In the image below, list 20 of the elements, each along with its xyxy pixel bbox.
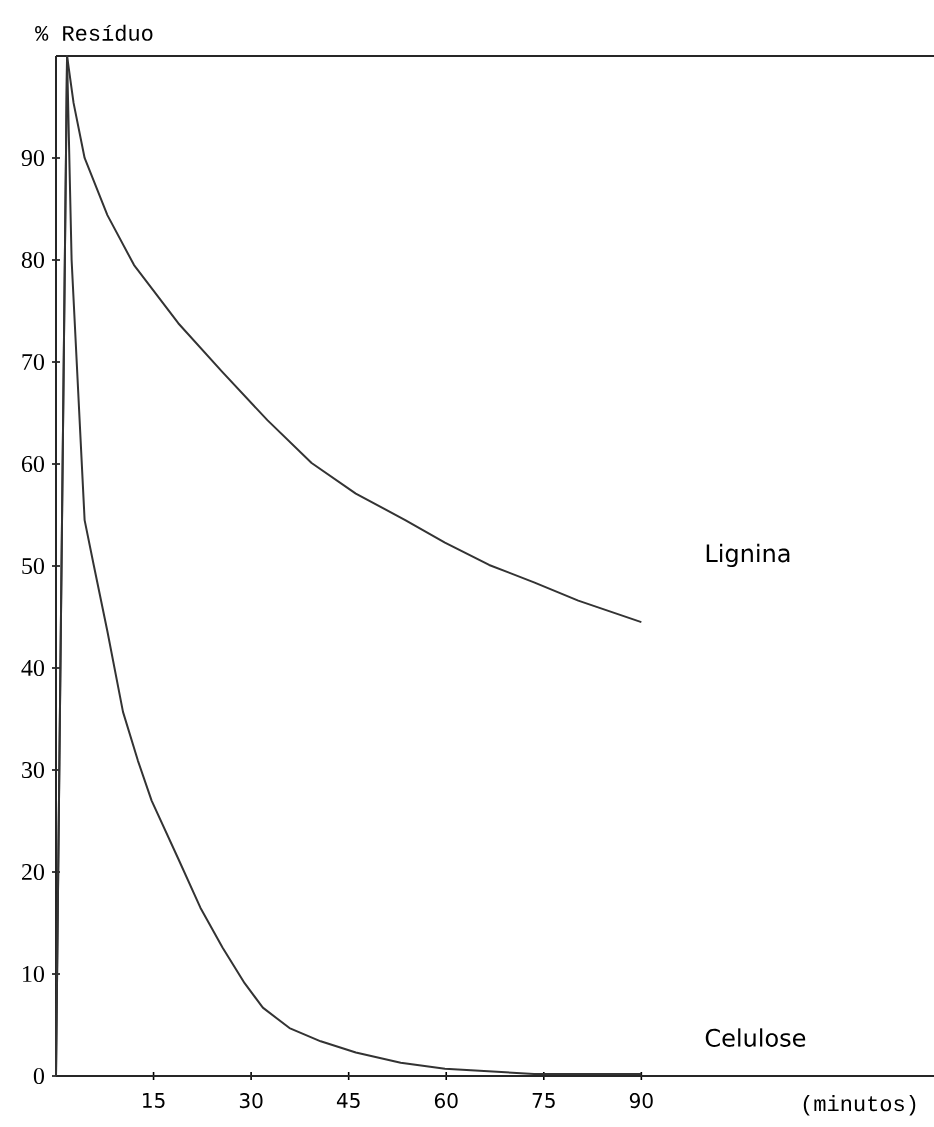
y-tick-label: 10	[23, 965, 45, 983]
y-tick-label: 70	[22, 353, 45, 371]
y-tick-label: 20	[22, 863, 45, 881]
x-tick-label: 45	[336, 1093, 360, 1108]
x-axis-title: (minutos)	[803, 1095, 916, 1116]
x-tick-label: 30	[239, 1093, 263, 1109]
x-tick-label: 15	[143, 1093, 165, 1108]
y-tick-label: 0	[33, 1067, 45, 1085]
text: Lignina	[706, 543, 790, 568]
x-tick-label: 90	[629, 1093, 653, 1109]
y-tick-label: 60	[21, 455, 45, 473]
x-tick-label: 60	[434, 1093, 458, 1109]
text: Celulose	[705, 1028, 806, 1047]
y-tick-label: 30	[22, 761, 45, 779]
x-tick-label: 75	[532, 1093, 555, 1108]
y-tick-label: 80	[21, 251, 45, 269]
y-tick-label: 40	[21, 659, 45, 677]
y-axis-title: % Resíduo	[35, 24, 153, 41]
y-tick-label: 90	[21, 149, 45, 167]
y-tick-label: 50	[22, 557, 45, 575]
